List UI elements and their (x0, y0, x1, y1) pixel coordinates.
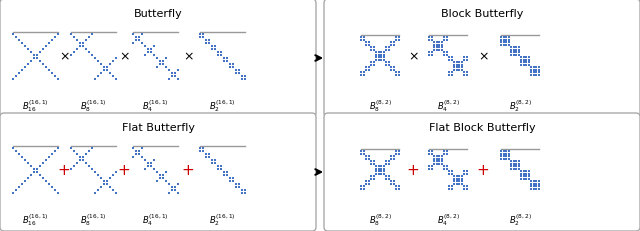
Text: $B_{16}^{(16,1)}$: $B_{16}^{(16,1)}$ (22, 211, 49, 227)
Text: $\times$: $\times$ (408, 50, 419, 63)
Text: $B_{4}^{(8,2)}$: $B_{4}^{(8,2)}$ (436, 98, 460, 113)
Text: $B_{16}^{(16,1)}$: $B_{16}^{(16,1)}$ (22, 98, 49, 113)
Text: Flat Butterfly: Flat Butterfly (122, 122, 195, 132)
Text: $\times$: $\times$ (118, 50, 129, 63)
Text: $+$: $+$ (58, 163, 70, 178)
Text: $B_{8}^{(16,1)}$: $B_{8}^{(16,1)}$ (79, 211, 106, 227)
Text: $\times$: $\times$ (477, 50, 488, 63)
Text: Block Butterfly: Block Butterfly (441, 9, 523, 19)
Text: $B_{2}^{(8,2)}$: $B_{2}^{(8,2)}$ (509, 211, 531, 227)
Text: $+$: $+$ (476, 163, 490, 178)
Text: $B_{2}^{(8,2)}$: $B_{2}^{(8,2)}$ (509, 98, 531, 113)
Text: Flat Block Butterfly: Flat Block Butterfly (429, 122, 535, 132)
Text: $B_{8}^{(8,2)}$: $B_{8}^{(8,2)}$ (369, 98, 392, 113)
Text: $+$: $+$ (117, 163, 131, 178)
Text: $B_{8}^{(8,2)}$: $B_{8}^{(8,2)}$ (369, 211, 392, 227)
Text: $B_{2}^{(16,1)}$: $B_{2}^{(16,1)}$ (209, 98, 236, 113)
Text: $B_{4}^{(8,2)}$: $B_{4}^{(8,2)}$ (436, 211, 460, 227)
FancyBboxPatch shape (324, 0, 640, 118)
Text: $\times$: $\times$ (59, 50, 69, 63)
Text: $+$: $+$ (181, 163, 195, 178)
Text: $\times$: $\times$ (182, 50, 193, 63)
Text: $B_{4}^{(16,1)}$: $B_{4}^{(16,1)}$ (141, 211, 168, 227)
Text: $+$: $+$ (406, 163, 420, 178)
FancyBboxPatch shape (0, 0, 316, 118)
Text: Butterfly: Butterfly (134, 9, 182, 19)
Text: $B_{2}^{(16,1)}$: $B_{2}^{(16,1)}$ (209, 211, 236, 227)
FancyBboxPatch shape (0, 113, 316, 231)
Text: $B_{4}^{(16,1)}$: $B_{4}^{(16,1)}$ (141, 98, 168, 113)
FancyBboxPatch shape (324, 113, 640, 231)
Text: $B_{8}^{(16,1)}$: $B_{8}^{(16,1)}$ (79, 98, 106, 113)
